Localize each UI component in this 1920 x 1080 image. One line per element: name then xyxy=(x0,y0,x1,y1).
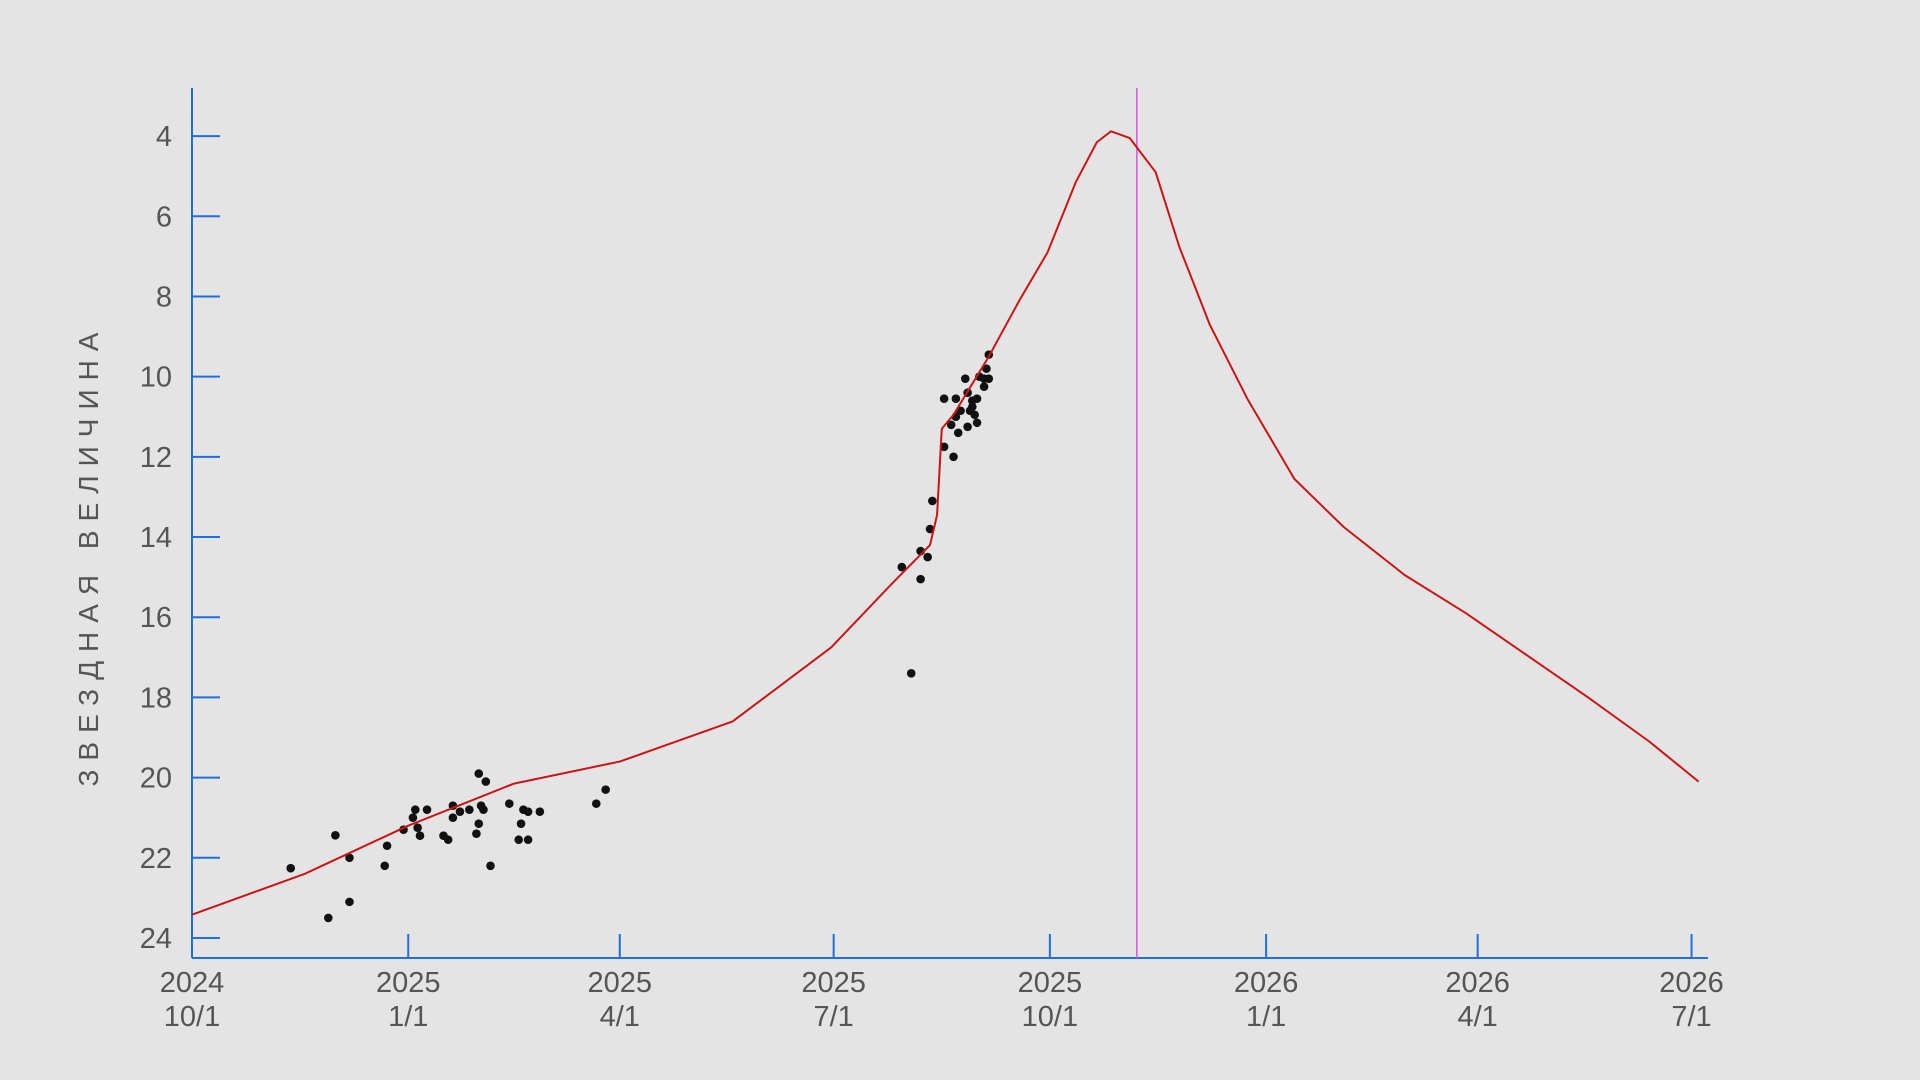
data-point xyxy=(479,805,488,814)
x-tick-label-line: 4/1 xyxy=(600,1001,640,1033)
data-point xyxy=(953,428,963,438)
data-point xyxy=(345,853,354,863)
model-curve xyxy=(191,130,1700,916)
x-tick-label-line: 2025 xyxy=(376,967,441,999)
data-point xyxy=(472,829,481,839)
y-tick-label: 20 xyxy=(140,763,172,795)
x-tick-label-line: 2026 xyxy=(1445,967,1510,999)
x-tick-label: 2025 4/1 xyxy=(588,967,653,1033)
data-point xyxy=(982,364,991,373)
y-tick-label: 22 xyxy=(140,843,172,875)
data-point xyxy=(972,418,982,428)
data-point xyxy=(979,382,989,391)
x-tick-label-line: 10/1 xyxy=(164,1001,220,1033)
x-tick-label-line: 2025 xyxy=(801,967,866,999)
y-tick-label: 24 xyxy=(140,923,172,955)
y-tick-label: 16 xyxy=(140,602,172,634)
data-point xyxy=(422,805,432,814)
data-point xyxy=(535,807,545,816)
data-point xyxy=(972,394,982,404)
x-tick-label-line: 2025 xyxy=(1018,967,1083,999)
data-point xyxy=(408,813,418,822)
x-tick-label-line: 4/1 xyxy=(1457,1001,1497,1033)
y-axis-label: ЗВЕЗДНАЯ ВЕЛИЧИНА xyxy=(73,324,104,787)
y-tick-label: 10 xyxy=(140,362,172,394)
data-point xyxy=(960,374,970,383)
x-tick-label: 2024 10/1 xyxy=(160,967,225,1033)
y-tick-label: 18 xyxy=(140,682,172,714)
x-tick-label: 2026 4/1 xyxy=(1445,967,1510,1033)
y-tick-label: 12 xyxy=(140,442,172,474)
x-tick-label-line: 2025 xyxy=(588,967,653,999)
data-point xyxy=(410,805,420,814)
data-point xyxy=(906,669,916,678)
data-point xyxy=(925,524,935,534)
data-point xyxy=(984,374,994,383)
x-tick-label-line: 2026 xyxy=(1659,967,1724,999)
x-tick-label-line: 1/1 xyxy=(388,1001,428,1033)
data-point xyxy=(324,913,333,923)
data-point xyxy=(968,402,977,412)
data-point xyxy=(382,841,392,851)
data-point xyxy=(455,807,465,816)
x-tick-label: 2025 1/1 xyxy=(376,967,441,1033)
data-point xyxy=(946,420,956,430)
y-tick-label: 14 xyxy=(140,522,172,554)
data-point xyxy=(939,442,949,452)
data-point xyxy=(923,552,932,562)
data-point xyxy=(939,394,949,404)
data-point xyxy=(474,769,484,778)
x-tick-label-line: 10/1 xyxy=(1022,1001,1078,1033)
data-point xyxy=(474,819,484,828)
x-tick-label: 2026 1/1 xyxy=(1234,967,1299,1033)
x-tick-label: 2026 7/1 xyxy=(1659,967,1724,1033)
data-point xyxy=(970,410,979,420)
data-point xyxy=(523,807,533,816)
data-point xyxy=(331,831,340,840)
x-tick-label: 2025 7/1 xyxy=(801,967,866,1033)
data-point xyxy=(443,835,453,845)
x-tick-label-line: 7/1 xyxy=(813,1001,853,1033)
data-point xyxy=(380,861,390,871)
data-point xyxy=(448,813,458,822)
y-tick-label: 4 xyxy=(156,121,172,153)
data-point xyxy=(963,422,972,432)
data-point xyxy=(481,777,491,786)
data-point xyxy=(949,452,958,462)
data-point xyxy=(465,805,474,814)
data-point xyxy=(486,861,495,871)
data-point xyxy=(514,835,524,845)
data-point xyxy=(601,785,610,794)
data-point xyxy=(415,831,425,841)
data-point xyxy=(916,574,925,584)
data-point xyxy=(505,799,514,808)
data-point xyxy=(591,799,601,808)
y-tick-label: 8 xyxy=(156,281,172,313)
data-point xyxy=(516,819,526,828)
x-tick-label-line: 1/1 xyxy=(1246,1001,1286,1033)
x-tick-label-line: 2026 xyxy=(1234,967,1299,999)
data-point xyxy=(345,897,354,907)
data-point xyxy=(897,562,907,572)
x-tick-label-line: 7/1 xyxy=(1671,1001,1711,1033)
x-tick-label: 2025 10/1 xyxy=(1018,967,1083,1033)
data-point xyxy=(286,863,296,873)
data-point xyxy=(951,394,961,404)
data-point xyxy=(523,835,533,845)
data-point xyxy=(928,496,937,506)
x-tick-label-line: 2024 xyxy=(160,967,225,999)
data-point xyxy=(413,823,422,833)
y-tick-label: 6 xyxy=(156,201,172,233)
